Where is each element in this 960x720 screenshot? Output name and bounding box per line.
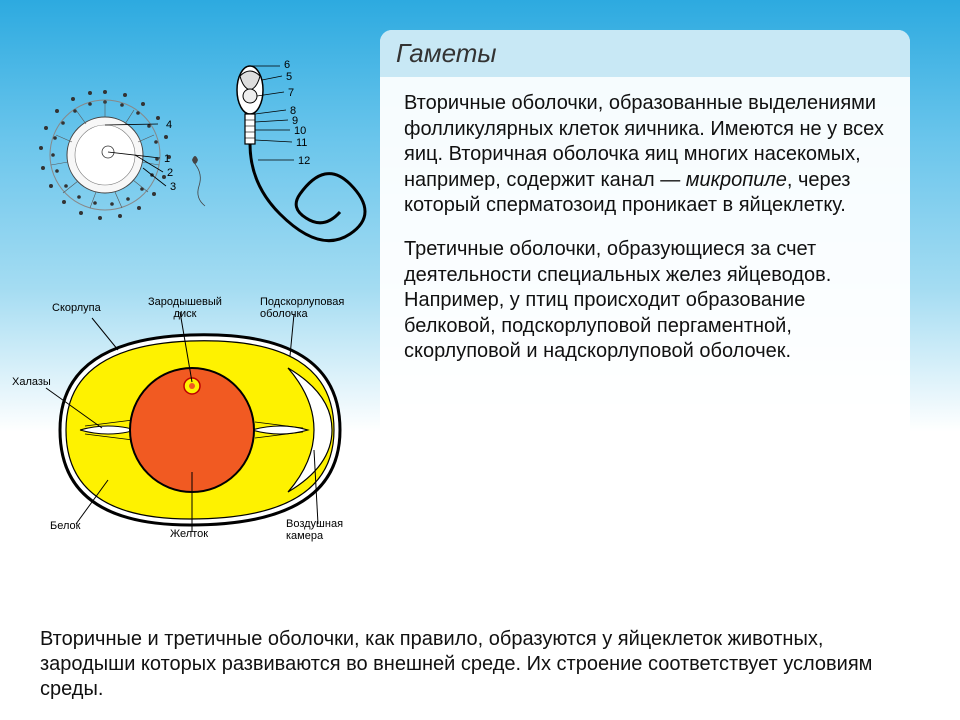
paragraph-tertiary: Третичные оболочки, образующиеся за счет…	[404, 237, 886, 365]
content-panel: Гаметы Вторичные оболочки, образованные …	[380, 30, 910, 600]
svg-text:12: 12	[298, 155, 310, 167]
sperm-illustration: 6 5 7 8 9 10 11 12	[180, 60, 370, 290]
gametes-diagram: 4 1 2 3	[10, 60, 370, 290]
svg-text:3: 3	[170, 181, 176, 193]
svg-text:5: 5	[286, 71, 292, 83]
ovum-illustration: 4 1 2 3	[30, 80, 180, 230]
svg-text:7: 7	[288, 87, 294, 99]
footer-paragraph: Вторичные и третичные оболочки, как прав…	[40, 627, 910, 702]
label-chalazae: Халазы	[12, 376, 51, 388]
slide-title: Гаметы	[380, 30, 910, 77]
svg-text:6: 6	[284, 60, 290, 71]
label-air: Воздушная камера	[286, 518, 366, 542]
svg-text:11: 11	[296, 137, 307, 149]
label-subshell: Подскорлуповая оболочка	[260, 296, 370, 320]
label-albumen: Белок	[50, 520, 80, 532]
label-yolk: Желток	[170, 528, 208, 540]
micropyle-term: микропиле	[686, 169, 787, 191]
paragraph-secondary: Вторичные оболочки, образованные выделен…	[404, 91, 886, 219]
svg-text:4: 4	[166, 119, 172, 131]
svg-text:10: 10	[294, 125, 306, 137]
label-shell: Скорлупа	[52, 302, 101, 314]
svg-text:1: 1	[164, 153, 170, 165]
egg-diagram: Скорлупа Зародышевый диск Подскорлуповая…	[30, 300, 370, 540]
svg-text:2: 2	[167, 167, 173, 179]
label-disc: Зародышевый диск	[140, 296, 230, 320]
